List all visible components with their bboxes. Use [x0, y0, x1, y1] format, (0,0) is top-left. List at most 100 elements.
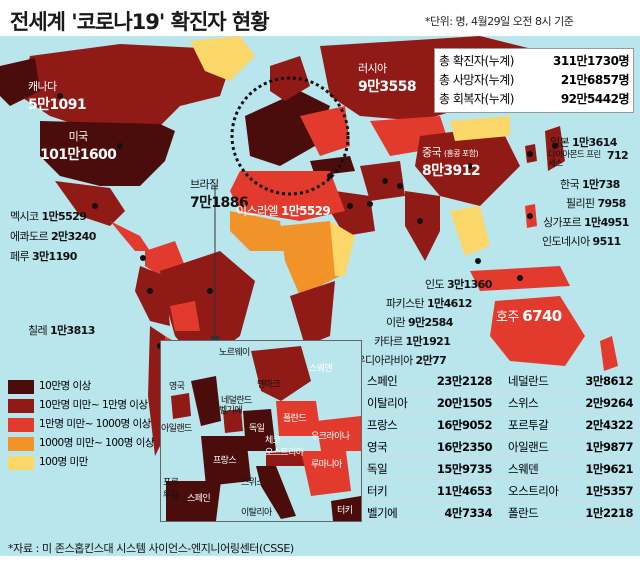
inset-iberia — [166, 481, 221, 521]
cell-value: 16만2350 — [436, 439, 493, 454]
korea-value: 1만738 — [581, 178, 620, 191]
dot-peru — [147, 288, 153, 294]
russia-value: 9만3558 — [358, 79, 417, 95]
cell-value: 11만4653 — [436, 483, 493, 498]
alaska-shape — [0, 58, 40, 106]
cell-country: 폴란드 — [508, 505, 539, 520]
cell-country: 스웨덴 — [508, 461, 539, 476]
indonesia-value: 9511 — [592, 235, 622, 248]
inset-germany — [243, 409, 276, 451]
iran-value: 9만2584 — [407, 316, 453, 329]
inset-poland — [276, 401, 321, 436]
label-japan: 일본 1만3614 — [550, 134, 617, 150]
japan-value: 1만3614 — [571, 136, 617, 149]
label-pakistan: 파키스탄 1만4612 — [386, 295, 472, 311]
table-row: 터키 11만4653 오스트리아 1만5357 — [364, 480, 636, 502]
mexico-value: 1만5529 — [41, 210, 87, 223]
saudi-name: 사우디아라비아 — [346, 354, 413, 367]
totals-deaths-value: 21만6857명 — [560, 73, 630, 87]
japan-name: 일본 — [550, 136, 570, 149]
australia-name: 호주 — [496, 310, 519, 325]
dot-brazil — [207, 288, 213, 294]
peru-name: 페루 — [10, 250, 30, 263]
label-saudi: 사우디아라비아 2만77 — [346, 352, 447, 368]
usa-name: 미국 — [68, 130, 89, 143]
legend-swatch-level5 — [8, 456, 34, 470]
inset-uk — [191, 376, 221, 426]
cell-value: 2만4322 — [585, 417, 633, 432]
table-cell: 프랑스 16만9052 — [364, 417, 495, 433]
indonesia-name: 인도네시아 — [542, 235, 590, 248]
cell-value: 16만9052 — [436, 417, 493, 432]
west-africa-shape — [230, 211, 285, 251]
southeast-asia-shape — [450, 206, 490, 256]
india-value: 3만1360 — [446, 278, 492, 291]
philippines-value: 7958 — [597, 197, 626, 210]
inset-label-belgium: 벨기에 — [219, 406, 243, 416]
dot-pakistan — [397, 183, 403, 189]
cell-country: 오스트리아 — [508, 483, 559, 498]
dot-qatar — [367, 201, 373, 207]
table-row: 벨기에 4만7334 폴란드 1만2218 — [364, 502, 636, 524]
inset-label-romania: 루마니아 — [311, 460, 342, 470]
peru-value: 3만1190 — [31, 250, 77, 263]
inset-label-italy: 이탈리아 — [241, 508, 272, 518]
east-africa-shape — [330, 221, 355, 276]
inset-label-czech: 체코 — [265, 436, 281, 446]
table-cell: 폴란드 1만2218 — [505, 505, 636, 521]
table-cell: 스위스 2만9264 — [505, 395, 636, 411]
label-brazil: 브라질 7만1886 — [190, 176, 249, 212]
label-china: 중국 (홍콩 포함) 8만3912 — [422, 144, 481, 180]
usa-value: 101만1600 — [40, 147, 117, 163]
cell-value: 23만2128 — [436, 373, 493, 388]
totals-deaths-label: 총 사망자(누계) — [439, 73, 514, 87]
table-row: 프랑스 16만9052 포르투갈 2만4322 — [364, 414, 636, 436]
table-cell: 벨기에 4만7334 — [364, 505, 495, 521]
legend-item-level1: 10만명 이상 — [8, 380, 158, 394]
label-iran: 이란 9만2584 — [386, 314, 453, 330]
cell-value: 1만2218 — [585, 505, 633, 520]
canada-value: 5만1091 — [28, 97, 87, 113]
peru-shape — [135, 266, 170, 326]
table-row: 영국 16만2350 아일랜드 1만9877 — [364, 436, 636, 458]
cell-country: 스페인 — [367, 373, 398, 388]
dot-japan — [552, 143, 558, 149]
label-russia: 러시아 9만3558 — [358, 60, 417, 96]
inset-label-norway: 노르웨이 — [219, 348, 250, 358]
china-name: 중국 — [422, 146, 442, 159]
label-qatar: 카타르 1만1921 — [374, 333, 451, 349]
cell-value: 4만7334 — [444, 505, 492, 520]
legend-item-level4: 1000명 미만~ 100명 이상 — [8, 437, 158, 451]
table-cell: 이탈리아 20만1505 — [364, 395, 495, 411]
inset-ireland — [171, 393, 191, 419]
table-cell: 네덜란드 3만8612 — [505, 373, 636, 389]
cell-value: 1만9621 — [585, 461, 633, 476]
central-africa-shape — [280, 221, 340, 296]
label-australia: 호주 6740 — [496, 306, 562, 325]
saudi-value: 2만77 — [415, 354, 447, 367]
inset-label-turkey: 터키 — [337, 506, 353, 516]
qatar-value: 1만1921 — [405, 335, 451, 348]
label-korea: 한국 1만738 — [560, 176, 620, 192]
legend-item-level5: 100명 미만 — [8, 456, 158, 470]
pakistan-name: 파키스탄 — [386, 297, 425, 310]
china-value: 8만3912 — [422, 163, 481, 179]
singapore-value: 1만4951 — [584, 216, 629, 229]
legend-label-level3: 1만명 미만~ 1000명 이상 — [39, 418, 151, 430]
cell-country: 이탈리아 — [367, 395, 408, 410]
iran-name: 이란 — [386, 316, 406, 329]
dot-mexico — [92, 203, 98, 209]
chile-value: 1만3813 — [49, 324, 95, 337]
cell-value: 1만9877 — [585, 439, 633, 454]
eastern-europe-shape — [300, 106, 350, 156]
ecuador-value: 2만3240 — [51, 230, 96, 243]
totals-confirmed-label: 총 확진자(누계) — [439, 54, 514, 68]
totals-recovered-value: 92만5442명 — [560, 92, 630, 106]
mexico-name: 멕시코 — [10, 210, 39, 223]
legend-item-level3: 1만명 미만~ 1000명 이상 — [8, 418, 158, 432]
legend-label-level5: 100명 미만 — [39, 456, 88, 468]
label-israel: 이스라엘 1만5529 — [236, 202, 331, 219]
china-name-row: 중국 (홍콩 포함) — [422, 144, 480, 160]
australia-shape — [490, 296, 585, 366]
